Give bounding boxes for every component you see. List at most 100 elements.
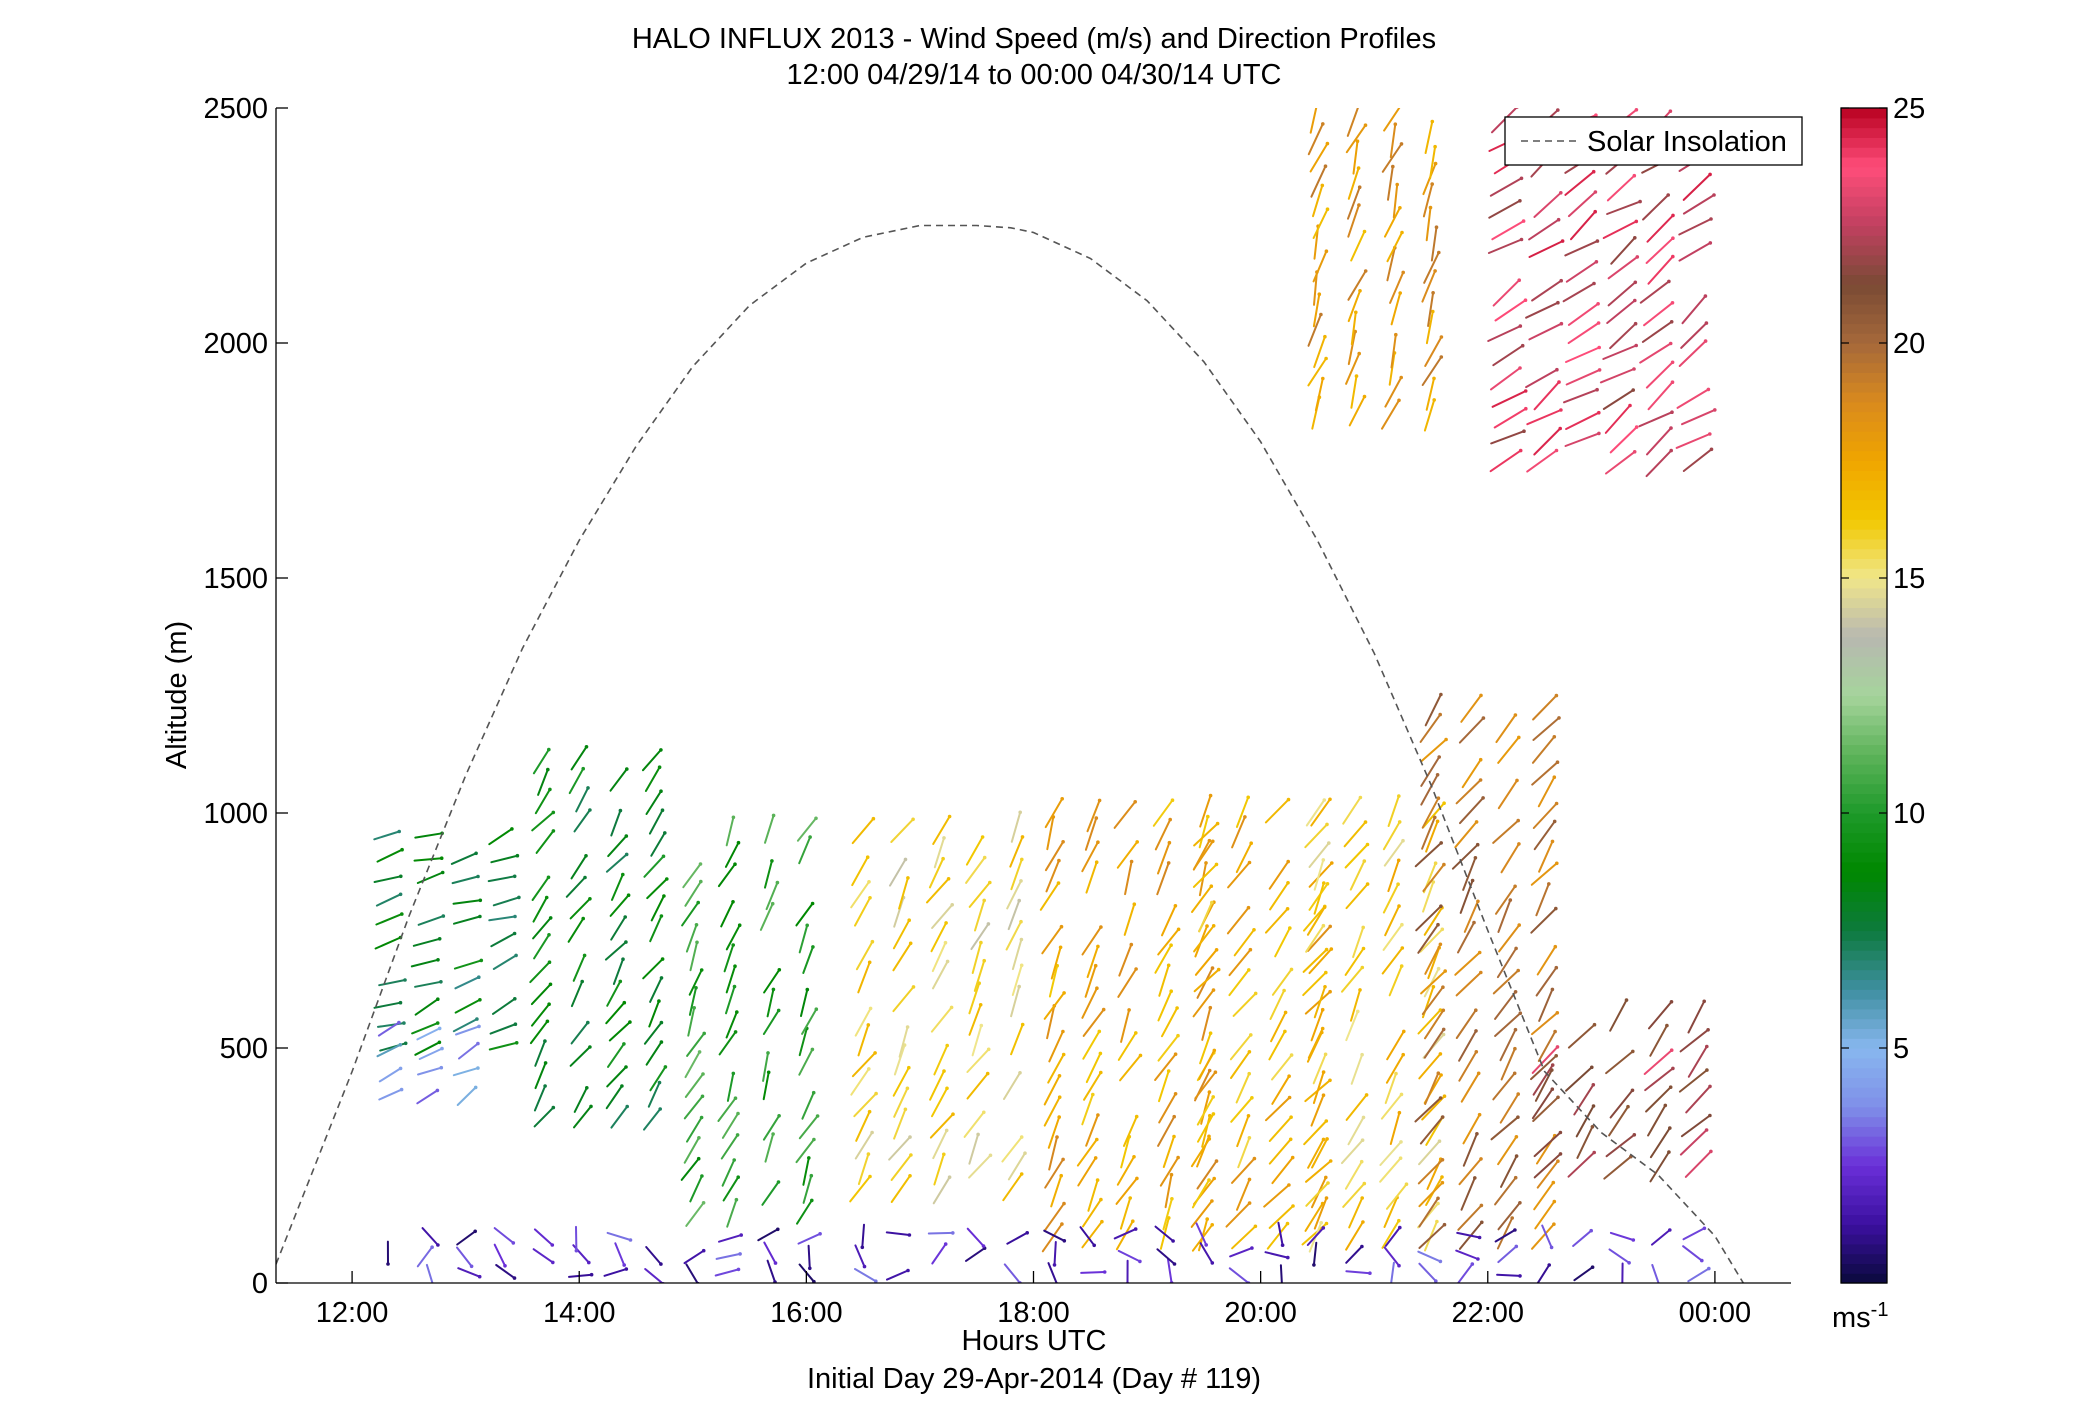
wind-barb-head bbox=[474, 851, 478, 856]
wind-barb-head bbox=[808, 835, 812, 839]
wind-barb-head bbox=[1356, 1009, 1360, 1014]
wind-barb-head bbox=[807, 1156, 811, 1160]
wind-barb-head bbox=[403, 1041, 408, 1046]
wind-barb bbox=[1271, 1156, 1294, 1185]
wind-barb-head bbox=[550, 1243, 555, 1247]
wind-barb bbox=[1347, 186, 1361, 220]
wind-barb-head bbox=[1702, 999, 1706, 1004]
colorbar-frame bbox=[1840, 107, 1888, 1284]
wind-barb-head bbox=[986, 1047, 991, 1052]
wind-barb-head bbox=[1440, 1175, 1444, 1179]
wind-barb bbox=[1346, 108, 1359, 137]
wind-barb bbox=[1271, 1075, 1291, 1105]
wind-barb-head bbox=[1702, 1226, 1707, 1231]
wind-barb-head bbox=[1210, 1199, 1214, 1203]
wind-barb-head bbox=[1360, 1196, 1364, 1200]
wind-barb bbox=[1306, 906, 1326, 936]
wind-barb-head bbox=[697, 1050, 702, 1054]
wind-barb bbox=[1497, 1135, 1518, 1166]
wind-barb-head bbox=[657, 999, 661, 1003]
colorbar-band bbox=[1841, 1038, 1887, 1049]
wind-barb bbox=[1682, 1245, 1703, 1262]
wind-barb-head bbox=[1362, 1181, 1367, 1186]
wind-barb bbox=[1500, 1047, 1516, 1081]
wind-barb-head bbox=[1057, 1115, 1061, 1119]
wind-barb bbox=[1086, 945, 1099, 979]
wind-barb-head bbox=[1593, 209, 1597, 214]
wind-barb bbox=[1009, 835, 1024, 868]
wind-barb bbox=[1039, 882, 1060, 911]
wind-barb-head bbox=[1397, 820, 1402, 824]
wind-barb bbox=[1563, 388, 1599, 404]
wind-barb bbox=[610, 1105, 629, 1129]
wind-barb bbox=[1345, 883, 1369, 910]
wind-barb bbox=[374, 936, 402, 950]
wind-barb bbox=[684, 1073, 704, 1098]
wind-barb-head bbox=[625, 767, 629, 771]
wind-barb bbox=[1235, 1072, 1251, 1104]
wind-barb-head bbox=[1247, 1201, 1252, 1205]
wind-barb-head bbox=[1169, 989, 1173, 993]
wind-barb bbox=[762, 1009, 780, 1035]
wind-barb-head bbox=[1432, 398, 1436, 402]
wind-barb bbox=[1679, 1028, 1710, 1053]
wind-barb-head bbox=[661, 854, 666, 859]
wind-barb-head bbox=[1393, 122, 1398, 126]
wind-barb-head bbox=[1059, 924, 1064, 929]
wind-barb bbox=[1345, 352, 1361, 385]
wind-barb bbox=[1430, 226, 1438, 262]
wind-barb bbox=[968, 1154, 992, 1179]
wind-barb bbox=[800, 988, 809, 1017]
wind-barb-head bbox=[1394, 1071, 1398, 1076]
wind-barb-head bbox=[1431, 985, 1436, 989]
wind-barb-head bbox=[1521, 219, 1526, 223]
wind-barb bbox=[888, 1136, 911, 1161]
wind-barb-head bbox=[1355, 139, 1360, 143]
wind-barb-head bbox=[1430, 182, 1434, 186]
wind-barb bbox=[931, 941, 947, 973]
wind-barb-head bbox=[1321, 122, 1325, 126]
wind-barb bbox=[457, 1267, 481, 1278]
wind-barb-head bbox=[624, 940, 628, 944]
wind-barb bbox=[1230, 1050, 1251, 1079]
wind-barb-head bbox=[1283, 1010, 1288, 1015]
wind-barb bbox=[1310, 798, 1331, 827]
wind-barb bbox=[606, 1231, 632, 1241]
wind-barb-head bbox=[659, 914, 664, 918]
wind-barb bbox=[1528, 218, 1560, 241]
wind-barb bbox=[1644, 1067, 1674, 1092]
wind-barb-head bbox=[1323, 334, 1327, 339]
wind-barb-head bbox=[584, 854, 588, 858]
wind-barb bbox=[606, 1066, 627, 1088]
colorbar-band bbox=[1841, 734, 1887, 746]
wind-barb bbox=[1567, 322, 1600, 345]
wind-barb-head bbox=[1169, 943, 1173, 947]
wind-barb-head bbox=[588, 1045, 592, 1049]
wind-barb bbox=[1347, 330, 1357, 366]
wind-barb bbox=[973, 959, 986, 992]
wind-barb-head bbox=[1479, 970, 1483, 975]
wind-barb bbox=[1532, 694, 1558, 721]
wind-barb bbox=[1425, 820, 1439, 853]
wind-barb-head bbox=[1211, 988, 1216, 992]
wind-barb-head bbox=[1208, 1031, 1213, 1035]
wind-barb-head bbox=[1399, 964, 1404, 968]
wind-barb-head bbox=[1670, 410, 1674, 415]
wind-barb bbox=[1381, 1219, 1400, 1249]
wind-barb-head bbox=[776, 1227, 780, 1232]
colorbar-band bbox=[1841, 910, 1887, 922]
wind-barb-head bbox=[1312, 1263, 1316, 1267]
wind-barb bbox=[603, 1268, 628, 1277]
solar-insolation-line bbox=[276, 224, 1744, 1283]
wind-barb bbox=[1308, 948, 1333, 975]
wind-barb-head bbox=[1320, 1201, 1325, 1206]
wind-barb bbox=[1609, 1231, 1635, 1241]
wind-barb bbox=[1303, 1120, 1328, 1146]
wind-barb bbox=[857, 961, 871, 994]
wind-barb bbox=[1678, 241, 1712, 262]
wind-barb bbox=[376, 848, 404, 863]
wind-barb bbox=[1678, 1069, 1708, 1093]
wind-barb bbox=[1265, 907, 1289, 934]
wind-barb bbox=[1427, 291, 1435, 327]
wind-barb bbox=[532, 896, 548, 923]
